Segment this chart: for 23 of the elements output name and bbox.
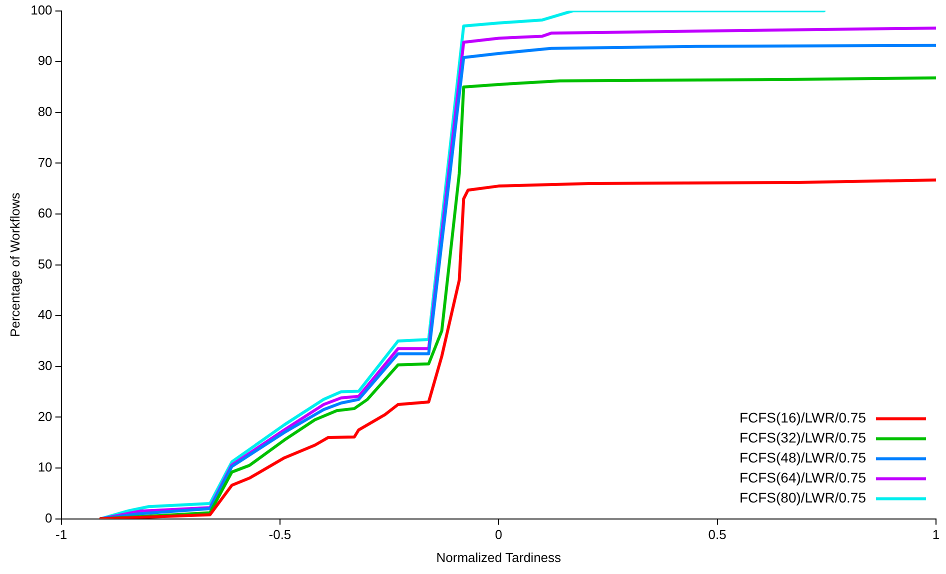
legend-label: FCFS(32)/LWR/0.75 <box>739 430 866 446</box>
x-tick-label: 0.5 <box>708 527 726 542</box>
legend-label: FCFS(64)/LWR/0.75 <box>739 470 866 486</box>
x-tick-label: -0.5 <box>268 527 292 542</box>
y-tick-label: 100 <box>30 2 52 18</box>
y-tick-label: 30 <box>38 358 52 373</box>
x-tick-label: -1 <box>56 527 68 542</box>
x-tick-label: 1 <box>932 527 940 542</box>
y-tick-label: 20 <box>38 408 52 424</box>
y-tick-label: 70 <box>38 154 52 170</box>
y-tick-label: 90 <box>38 53 52 68</box>
legend-label: FCFS(16)/LWR/0.75 <box>739 410 866 426</box>
y-tick-label: 60 <box>38 206 52 221</box>
y-tick-label: 40 <box>38 307 52 322</box>
y-tick-label: 0 <box>45 510 52 526</box>
legend-label: FCFS(80)/LWR/0.75 <box>739 490 866 506</box>
y-tick-label: 10 <box>38 460 52 475</box>
x-axis-title: Normalized Tardiness <box>436 550 562 565</box>
y-tick-label: 80 <box>38 104 52 119</box>
legend-label: FCFS(48)/LWR/0.75 <box>739 450 866 466</box>
y-tick-label: 50 <box>38 256 52 272</box>
y-axis-title: Percentage of Workflows <box>7 192 22 337</box>
x-tick-label: 0 <box>495 527 502 542</box>
